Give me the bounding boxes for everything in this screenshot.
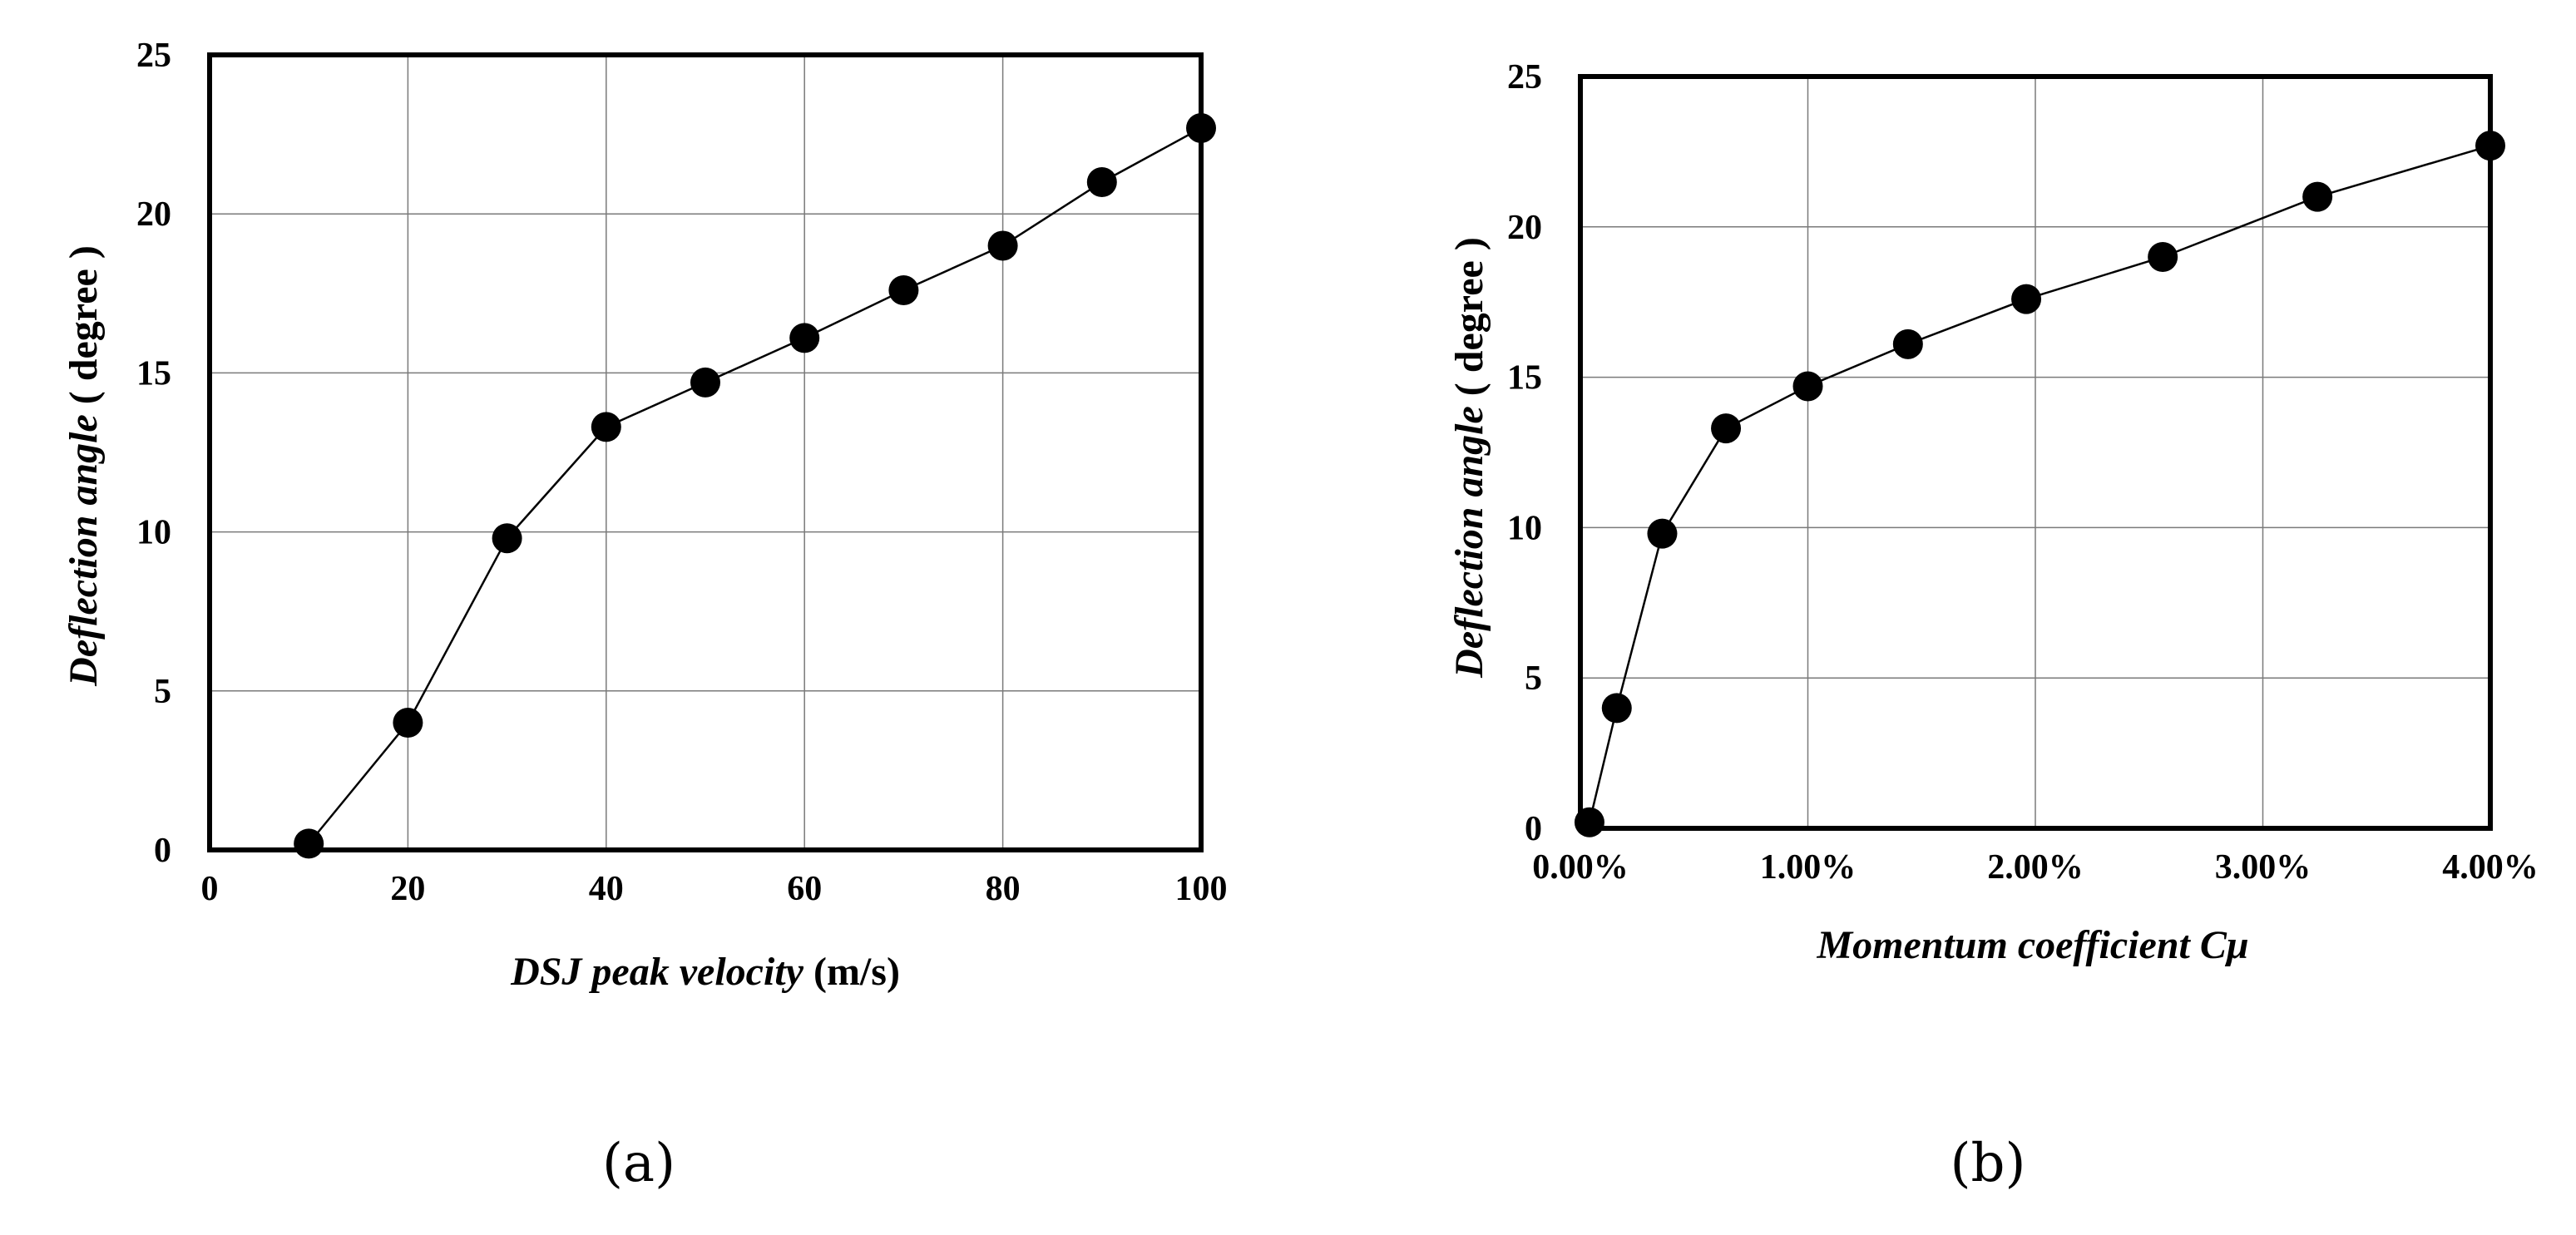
y-tick-label-a-0: 0: [154, 832, 171, 870]
chart-panel-a: 0 20 40 60 80 100 0 5 10 15 20 25 DSJ peak velocit…: [62, 37, 1228, 1194]
data-point-a-8: [1086, 166, 1117, 197]
x-tick-labels-a: 0 20 40 60 80 100: [201, 870, 1228, 908]
x-tick-label-b-1: 1.00%: [1760, 848, 1857, 887]
y-tick-label-b-3: 15: [1507, 359, 1542, 398]
y-axis-label-a: Deflection angle ( degree ): [62, 245, 106, 687]
data-point-b-7: [2148, 241, 2178, 272]
data-point-a-7: [987, 230, 1018, 261]
plot-frame-b: [1578, 74, 2493, 831]
data-point-a-6: [888, 274, 919, 305]
y-tick-label-a-1: 5: [154, 673, 171, 711]
x-tick-label-b-3: 3.00%: [2215, 848, 2311, 887]
y-tick-label-b-5: 25: [1507, 58, 1542, 96]
data-point-b-5: [1892, 329, 1923, 359]
y-tick-labels-a: 0 5 10 15 20 25: [136, 37, 171, 870]
data-point-b-1: [1601, 693, 1632, 724]
data-point-a-1: [393, 708, 423, 739]
series-line-b: [1588, 145, 2491, 823]
grid-b: [1580, 77, 2490, 828]
x-tick-label-b-4: 4.00%: [2442, 848, 2539, 887]
x-axis-label-b: Momentum coefficient Cμ: [1816, 923, 2248, 967]
x-tick-label-a-4: 80: [986, 870, 1021, 908]
x-tick-label-a-2: 40: [589, 870, 624, 908]
x-tick-label-a-0: 0: [201, 870, 219, 908]
x-tick-label-b-2: 2.00%: [1987, 848, 2084, 887]
y-tick-label-b-2: 10: [1507, 509, 1542, 547]
data-point-a-3: [591, 412, 621, 442]
x-tick-label-a-3: 60: [787, 870, 822, 908]
grid-a: [210, 55, 1201, 850]
y-axis-label-b: Deflection angle ( degree ): [1447, 237, 1491, 679]
data-point-a-4: [690, 367, 720, 398]
y-tick-label-b-0: 0: [1525, 810, 1542, 848]
data-point-b-2: [1647, 518, 1678, 549]
chart-panel-b: 0.00% 1.00% 2.00% 3.00% 4.00% 0 5 10 15 20 25 Mom…: [1447, 58, 2539, 1194]
x-tick-label-a-1: 20: [390, 870, 425, 908]
series-line-a: [308, 126, 1202, 845]
data-point-a-0: [294, 828, 324, 859]
panel-label-b: (b): [1951, 1133, 2026, 1194]
panel-label-a: (a): [602, 1133, 675, 1194]
x-tick-label-b-0: 0.00%: [1532, 848, 1629, 887]
data-point-b-6: [2011, 284, 2042, 314]
data-point-b-4: [1792, 371, 1823, 402]
y-tick-label-a-2: 10: [136, 514, 171, 552]
y-tick-label-a-5: 25: [136, 37, 171, 75]
data-point-a-5: [789, 323, 820, 353]
data-point-a-2: [492, 523, 522, 554]
plot-frame-a: [207, 52, 1204, 852]
y-tick-label-a-4: 20: [136, 195, 171, 234]
y-tick-labels-b: 0 5 10 15 20 25: [1507, 58, 1542, 848]
markers-a: [294, 112, 1216, 859]
x-tick-label-a-5: 100: [1175, 870, 1228, 908]
y-tick-label-b-4: 20: [1507, 209, 1542, 247]
y-tick-label-b-1: 5: [1525, 659, 1542, 698]
markers-b: [1574, 131, 2505, 837]
x-tick-labels-b: 0.00% 1.00% 2.00% 3.00% 4.00%: [1532, 848, 2539, 887]
x-axis-label-a: DSJ peak velocity (m/s): [510, 950, 900, 994]
y-tick-label-a-3: 15: [136, 354, 171, 393]
data-point-b-3: [1711, 413, 1742, 444]
data-point-b-8: [2302, 181, 2333, 212]
